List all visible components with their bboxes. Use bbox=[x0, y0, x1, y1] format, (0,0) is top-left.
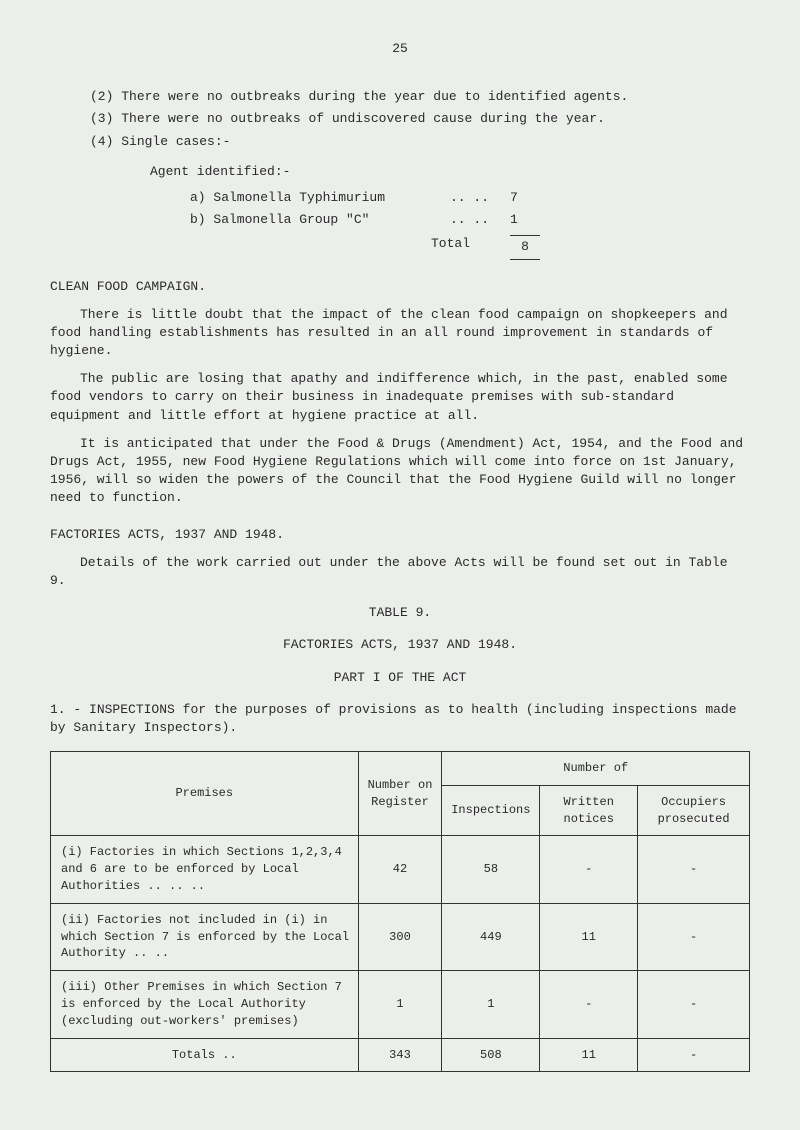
clean-food-heading: CLEAN FOOD CAMPAIGN. bbox=[50, 278, 750, 296]
cell-register: 1 bbox=[358, 971, 442, 1038]
agent-row: b) Salmonella Group "C" .. .. 1 bbox=[190, 211, 750, 229]
cell-register: 42 bbox=[358, 836, 442, 903]
intro-num: 1. bbox=[50, 702, 66, 717]
table-row: (i) Factories in which Sections 1,2,3,4 … bbox=[51, 836, 750, 903]
cell-desc: (ii) Factories not included in (i) in wh… bbox=[51, 903, 359, 970]
factories-heading: FACTORIES ACTS, 1937 AND 1948. bbox=[50, 526, 750, 544]
agent-row: a) Salmonella Typhimurium .. .. 7 bbox=[190, 189, 750, 207]
agent-label: a) Salmonella Typhimurium bbox=[190, 189, 450, 207]
cell-inspections: 508 bbox=[442, 1038, 540, 1072]
th-number-of: Number of bbox=[442, 752, 750, 786]
page-number: 25 bbox=[50, 40, 750, 58]
agent-value: 7 bbox=[510, 189, 550, 207]
inspections-intro: 1. - INSPECTIONS for the purposes of pro… bbox=[50, 701, 750, 737]
cell-register: 343 bbox=[358, 1038, 442, 1072]
numbered-list: (2) There were no outbreaks during the y… bbox=[50, 88, 750, 151]
th-written: Written notices bbox=[540, 785, 638, 836]
numbered-item: (4) Single cases:- bbox=[90, 133, 750, 151]
paragraph: The public are losing that apathy and in… bbox=[50, 370, 750, 425]
item-num: (4) bbox=[90, 134, 113, 149]
cell-totals-label: Totals .. bbox=[51, 1038, 359, 1072]
cell-written: 11 bbox=[540, 1038, 638, 1072]
item-text: There were no outbreaks during the year … bbox=[121, 89, 628, 104]
table-title: FACTORIES ACTS, 1937 AND 1948. bbox=[50, 636, 750, 654]
cell-inspections: 449 bbox=[442, 903, 540, 970]
item-text: There were no outbreaks of undiscovered … bbox=[121, 111, 605, 126]
total-row: Total 8 bbox=[190, 235, 750, 259]
cell-inspections: 58 bbox=[442, 836, 540, 903]
intro-text: - INSPECTIONS for the purposes of provis… bbox=[50, 702, 737, 735]
th-inspections: Inspections bbox=[442, 785, 540, 836]
item-text: Single cases:- bbox=[121, 134, 230, 149]
cell-occupiers: - bbox=[638, 836, 750, 903]
cell-occupiers: - bbox=[638, 903, 750, 970]
paragraph: Details of the work carried out under th… bbox=[50, 554, 750, 590]
th-premises: Premises bbox=[51, 752, 359, 836]
cell-occupiers: - bbox=[638, 971, 750, 1038]
paragraph: There is little doubt that the impact of… bbox=[50, 306, 750, 361]
item-num: (2) bbox=[90, 89, 113, 104]
cell-written: - bbox=[540, 836, 638, 903]
agent-dots: .. .. bbox=[450, 211, 510, 229]
numbered-item: (3) There were no outbreaks of undiscove… bbox=[90, 110, 750, 128]
total-value: 8 bbox=[510, 235, 540, 259]
agent-value: 1 bbox=[510, 211, 550, 229]
table-totals-row: Totals .. 343 508 11 - bbox=[51, 1038, 750, 1072]
th-occupiers: Occupiers prosecuted bbox=[638, 785, 750, 836]
table-row: (ii) Factories not included in (i) in wh… bbox=[51, 903, 750, 970]
agent-label: b) Salmonella Group "C" bbox=[190, 211, 450, 229]
total-label: Total bbox=[190, 235, 510, 259]
inspections-table: Premises Number on Register Number of In… bbox=[50, 751, 750, 1072]
agent-heading: Agent identified:- bbox=[150, 163, 750, 181]
cell-inspections: 1 bbox=[442, 971, 540, 1038]
cell-desc: (iii) Other Premises in which Section 7 … bbox=[51, 971, 359, 1038]
table-row: (iii) Other Premises in which Section 7 … bbox=[51, 971, 750, 1038]
cell-written: 11 bbox=[540, 903, 638, 970]
agent-dots: .. .. bbox=[450, 189, 510, 207]
cell-written: - bbox=[540, 971, 638, 1038]
table-label: TABLE 9. bbox=[50, 604, 750, 622]
cell-register: 300 bbox=[358, 903, 442, 970]
cell-desc: (i) Factories in which Sections 1,2,3,4 … bbox=[51, 836, 359, 903]
cell-occupiers: - bbox=[638, 1038, 750, 1072]
table-part: PART I OF THE ACT bbox=[50, 669, 750, 687]
item-num: (3) bbox=[90, 111, 113, 126]
paragraph: It is anticipated that under the Food & … bbox=[50, 435, 750, 508]
numbered-item: (2) There were no outbreaks during the y… bbox=[90, 88, 750, 106]
th-register: Number on Register bbox=[358, 752, 442, 836]
